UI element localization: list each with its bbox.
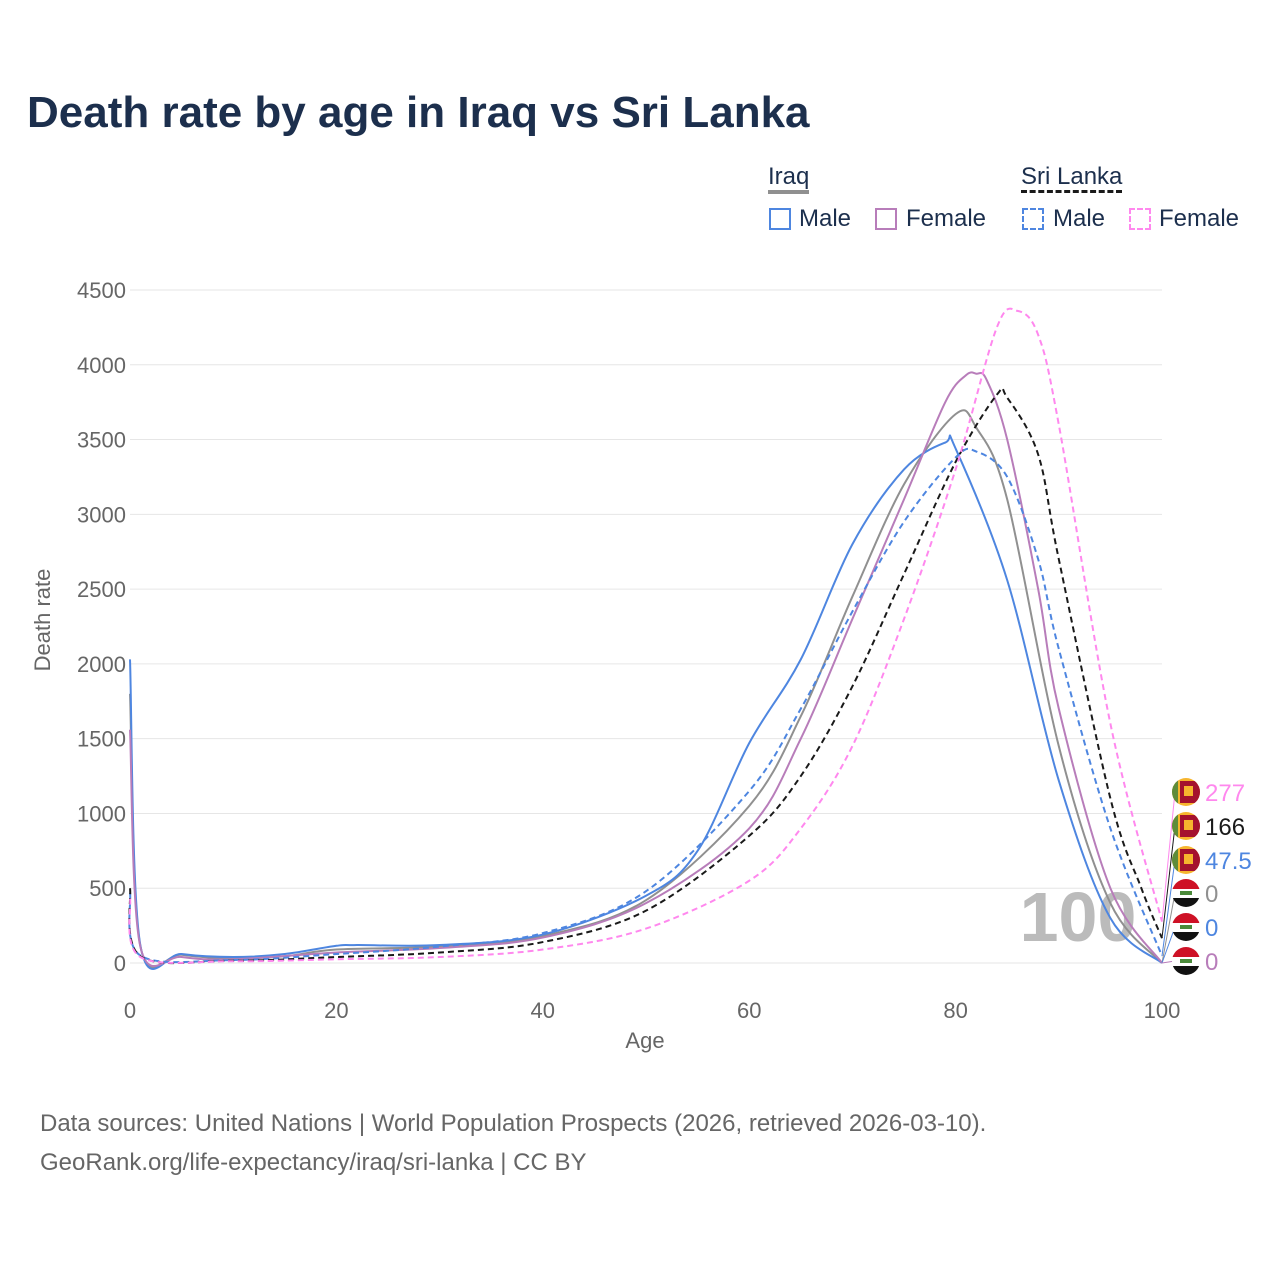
- end-connector: [1161, 791, 1176, 922]
- sri-lanka-flag-icon: [1172, 812, 1200, 840]
- legend-swatch-iraq-female: [875, 208, 897, 230]
- end-connector: [1161, 926, 1176, 964]
- iraq-flag-icon: [1172, 947, 1200, 975]
- x-tick-label: 60: [737, 998, 761, 1023]
- y-tick-label: 1500: [77, 727, 126, 752]
- legend-sl-female[interactable]: Female: [1159, 205, 1240, 232]
- end-connector: [1161, 892, 1176, 964]
- legend-group-sri-lanka[interactable]: Sri Lanka: [1021, 164, 1123, 193]
- y-tick-label: 4500: [77, 278, 126, 303]
- legend-iraq-female[interactable]: Female: [906, 205, 987, 232]
- y-tick-label: 0: [114, 951, 126, 976]
- x-tick-label: 40: [531, 998, 555, 1023]
- x-tick-label: 100: [1144, 998, 1181, 1023]
- end-value-label: 47.5: [1205, 848, 1252, 875]
- end-connector: [1161, 825, 1176, 939]
- x-tick-label: 20: [324, 998, 348, 1023]
- sri-lanka-flag-icon: [1172, 778, 1200, 806]
- series-line-iraq-total[interactable]: [129, 409, 1163, 969]
- end-value-label: 166: [1205, 814, 1245, 841]
- legend-swatch-sl-female: [1129, 208, 1151, 230]
- y-tick-label: 4000: [77, 353, 126, 378]
- series-line-sri-lanka-male[interactable]: [128, 447, 1163, 964]
- y-tick-label: 3500: [77, 428, 126, 453]
- y-axis-label: Death rate: [30, 569, 55, 672]
- sri-lanka-flag-icon: [1172, 846, 1200, 874]
- iraq-flag-icon: [1172, 913, 1200, 941]
- series-line-iraq-male[interactable]: [129, 434, 1163, 970]
- legend-swatch-sl-male: [1022, 208, 1044, 230]
- y-tick-label: 2000: [77, 652, 126, 677]
- series-line-sri-lanka-total[interactable]: [128, 387, 1163, 965]
- y-tick-label: 1000: [77, 801, 126, 826]
- chart-title: Death rate by age in Iraq vs Sri Lanka: [27, 88, 810, 137]
- legend-iraq-male[interactable]: Male: [799, 205, 852, 232]
- series-line-iraq-female[interactable]: [129, 371, 1163, 967]
- end-value-label: 0: [1205, 949, 1218, 976]
- series-line-sri-lanka-female[interactable]: [128, 307, 1163, 964]
- end-value-label: 0: [1205, 881, 1218, 908]
- legend-swatch-iraq-male: [769, 208, 791, 230]
- y-tick-label: 500: [89, 876, 126, 901]
- iraq-flag-icon: [1172, 879, 1200, 907]
- legend-group-iraq[interactable]: Iraq: [768, 164, 810, 194]
- y-tick-label: 2500: [77, 577, 126, 602]
- legend-sl-male[interactable]: Male: [1053, 205, 1106, 232]
- end-value-label: 277: [1205, 780, 1245, 807]
- source-line-1: Data sources: United Nations | World Pop…: [40, 1110, 987, 1137]
- x-tick-label: 0: [124, 998, 136, 1023]
- x-tick-label: 80: [943, 998, 967, 1023]
- end-value-label: 0: [1205, 915, 1218, 942]
- x-axis-label: Age: [625, 1028, 664, 1053]
- source-line-2[interactable]: GeoRank.org/life-expectancy/iraq/sri-lan…: [40, 1149, 587, 1176]
- y-tick-label: 3000: [77, 502, 126, 527]
- end-connector: [1161, 859, 1176, 956]
